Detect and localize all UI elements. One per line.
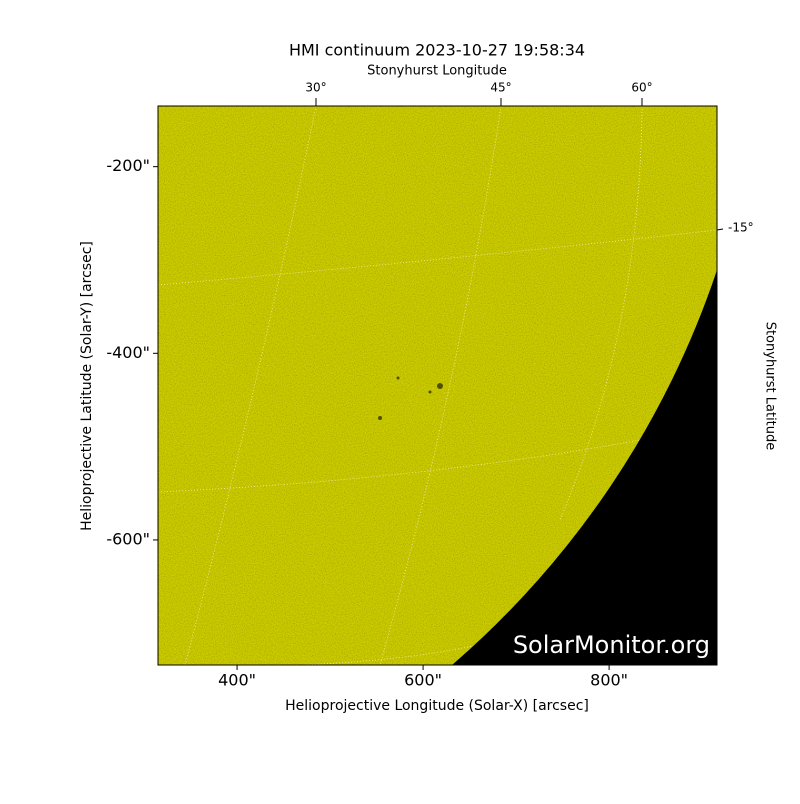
y-tick-label: -200" [106, 156, 150, 175]
x-tick-label: 400" [218, 671, 256, 690]
top-tick-label: 60° [631, 81, 652, 95]
off-disk [452, 270, 717, 665]
y-axis-label: Helioprojective Latitude (Solar-Y) [arcs… [79, 241, 95, 531]
x-tick-label: 600" [404, 671, 442, 690]
right-tick-label: -15° [728, 221, 754, 235]
sunspots [378, 376, 443, 420]
y-tick-label: -400" [106, 343, 150, 362]
plot-area [158, 106, 717, 665]
right-tick [716, 228, 724, 231]
top-axis-label: Stonyhurst Longitude [367, 64, 507, 79]
watermark: SolarMonitor.org [513, 631, 710, 659]
top-tick-label: 45° [490, 81, 511, 95]
chart-title: HMI continuum 2023-10-27 19:58:34 [289, 41, 585, 60]
y-tick-label: -600" [106, 529, 150, 548]
right-axis-label: Stonyhurst Latitude [763, 322, 778, 451]
x-tick-label: 800" [590, 671, 628, 690]
x-axis-label: Helioprojective Longitude (Solar-X) [arc… [285, 698, 589, 714]
plot-frame [157, 105, 718, 666]
coordinate-grid [158, 106, 717, 665]
top-ticks: 30° 45° 60° [305, 81, 653, 106]
top-tick-label: 30° [305, 81, 326, 95]
